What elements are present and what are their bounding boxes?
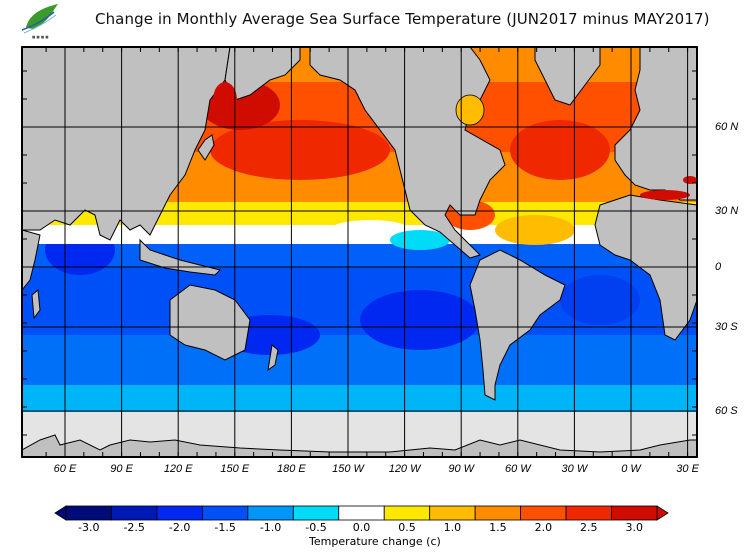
ocean-south-high xyxy=(22,385,697,415)
land-new-zealand xyxy=(267,344,279,372)
ocean-patch-neutral xyxy=(330,220,410,240)
colorbar-tick-label: -1.0 xyxy=(259,521,282,534)
longitude-label: 0 W xyxy=(621,463,641,475)
longitude-label: 90 E xyxy=(110,463,133,475)
land-japan xyxy=(197,134,215,161)
page-title: Change in Monthly Average Sea Surface Te… xyxy=(95,10,710,28)
land-indonesia xyxy=(139,238,221,276)
latitude-label: 60 S xyxy=(715,405,738,417)
colorbar-tick-label: 2.5 xyxy=(580,521,598,534)
ocean-south-mid xyxy=(22,335,697,385)
longitude-label: 90 W xyxy=(448,463,475,475)
colorbar-tick-label: -2.0 xyxy=(168,521,191,534)
latitude-label: 0 xyxy=(715,261,722,273)
colorbar-segment xyxy=(292,505,340,521)
colorbar-segment xyxy=(247,505,294,521)
land-europe xyxy=(614,47,697,201)
colorbar-tick-label: -0.5 xyxy=(305,521,327,534)
colorbar-tick-label: 2.0 xyxy=(534,521,553,534)
land-africa-east xyxy=(22,229,41,291)
colorbar-tick-label: 1.0 xyxy=(443,521,462,534)
colorbar-over-arrow xyxy=(656,505,669,521)
black-sea-hot xyxy=(683,176,697,184)
map-ticks xyxy=(22,47,697,457)
logo-text: ■ ■ ■ ■ xyxy=(32,35,49,39)
colorbar-tick-label: 1.5 xyxy=(489,521,507,534)
longitude-label: 30 E xyxy=(676,463,699,475)
colorbar-segment xyxy=(429,505,476,521)
colorbar-segment xyxy=(338,505,385,521)
colorbar-segment xyxy=(565,505,612,521)
colorbar-segment xyxy=(111,505,158,521)
longitude-label: 180 E xyxy=(277,463,306,475)
okhotsk-hot xyxy=(213,82,237,118)
colorbar-segment xyxy=(201,505,249,521)
longitude-label: 120 W xyxy=(388,463,421,475)
colorbar-segment xyxy=(383,505,431,521)
ocean-patch-hot-npacific xyxy=(210,120,390,180)
land-australia xyxy=(169,284,251,361)
latitude-label: 30 N xyxy=(715,205,739,217)
colorbar-tick-label: 0.5 xyxy=(398,521,416,534)
latitude-label: 60 N xyxy=(715,121,739,133)
longitude-label: 30 W xyxy=(561,463,588,475)
ocean-patch-tropical-atlantic xyxy=(495,215,575,245)
longitude-label: 60 W xyxy=(504,463,531,475)
colorbar-tick-label: 0.0 xyxy=(352,521,371,534)
colorbar-tick-label: -2.5 xyxy=(123,521,145,534)
colorbar xyxy=(54,505,669,521)
hudson-bay xyxy=(455,94,485,126)
mediterranean-hot xyxy=(640,190,690,200)
ocean-equator xyxy=(22,240,697,268)
colorbar-tick-label: -1.5 xyxy=(214,521,236,534)
map-layers xyxy=(22,47,697,457)
longitude-label: 120 E xyxy=(163,463,193,475)
colorbar-tick-label: -3.0 xyxy=(77,521,100,534)
colorbar-segment xyxy=(611,505,658,521)
colorbar-segment xyxy=(65,505,112,521)
latitude-label: 30 S xyxy=(715,321,738,333)
colorbar-segment xyxy=(156,505,203,521)
longitude-label: 150 E xyxy=(220,463,250,475)
graticule xyxy=(22,47,697,457)
land-antarctica xyxy=(22,434,697,457)
longitude-label: 60 E xyxy=(53,463,77,475)
leaf-icon xyxy=(26,4,58,29)
colorbar-under-arrow xyxy=(54,505,67,521)
map-frame xyxy=(21,46,698,458)
land-madagascar xyxy=(31,289,41,320)
colorbar-segment xyxy=(474,505,522,521)
wave-icon xyxy=(21,11,55,31)
colorbar-label: Temperature change (c) xyxy=(309,535,441,548)
colorbar-tick-label: 3.0 xyxy=(625,521,644,534)
wave-line xyxy=(23,14,57,34)
ocean-patch-hot-natlantic xyxy=(510,120,610,180)
colorbar-segment xyxy=(520,505,567,521)
land-greenland xyxy=(534,47,601,106)
ocean-patch-cold xyxy=(560,275,640,325)
ocean-patch-cold xyxy=(360,290,480,350)
agency-logo: ■ ■ ■ ■ xyxy=(21,4,58,39)
longitude-label: 150 W xyxy=(332,463,364,475)
